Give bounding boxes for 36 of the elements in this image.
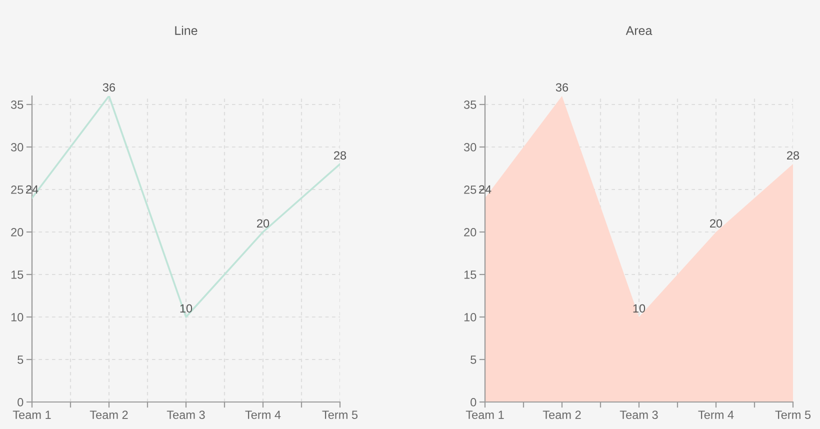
data-label: 20 <box>710 219 722 228</box>
x-tick-label: Term 5 <box>322 410 358 420</box>
chart-title: Line <box>175 26 198 36</box>
x-tick-label: Team 1 <box>12 410 51 420</box>
x-tick-label: Team 2 <box>90 410 128 420</box>
y-tick-label: 5 <box>18 356 24 364</box>
y-tick-label: 0 <box>18 398 24 406</box>
x-tick-label: Term 5 <box>775 410 811 420</box>
data-label: 20 <box>257 219 270 228</box>
y-tick-label: 5 <box>470 356 476 364</box>
y-tick-label: 10 <box>11 313 24 322</box>
y-tick-label: 20 <box>11 228 24 236</box>
x-tick-label: Team 1 <box>466 410 504 420</box>
chart-title: Area <box>626 26 652 36</box>
y-tick-label: 25 <box>464 186 476 194</box>
x-tick-label: Term 4 <box>245 410 281 420</box>
x-tick-label: Team 2 <box>542 410 581 420</box>
data-label: 36 <box>102 83 116 92</box>
y-tick-label: 15 <box>11 270 24 279</box>
data-label: 28 <box>787 151 800 160</box>
y-tick-label: 0 <box>470 398 476 406</box>
y-tick-label: 10 <box>464 313 476 322</box>
x-tick-label: Team 3 <box>166 410 205 420</box>
data-label: 36 <box>556 83 568 92</box>
data-label: 28 <box>334 151 346 160</box>
data-label: 10 <box>180 304 192 313</box>
x-tick-label: Term 4 <box>698 410 734 420</box>
y-tick-label: 15 <box>464 270 476 279</box>
data-label: 10 <box>633 304 646 313</box>
x-tick-label: Team 3 <box>620 410 658 420</box>
y-tick-label: 30 <box>464 143 476 152</box>
y-tick-label: 35 <box>10 100 24 109</box>
y-tick-label: 30 <box>10 143 24 152</box>
y-tick-label: 25 <box>11 186 24 194</box>
y-tick-label: 20 <box>464 228 476 236</box>
y-tick-label: 35 <box>464 100 476 109</box>
